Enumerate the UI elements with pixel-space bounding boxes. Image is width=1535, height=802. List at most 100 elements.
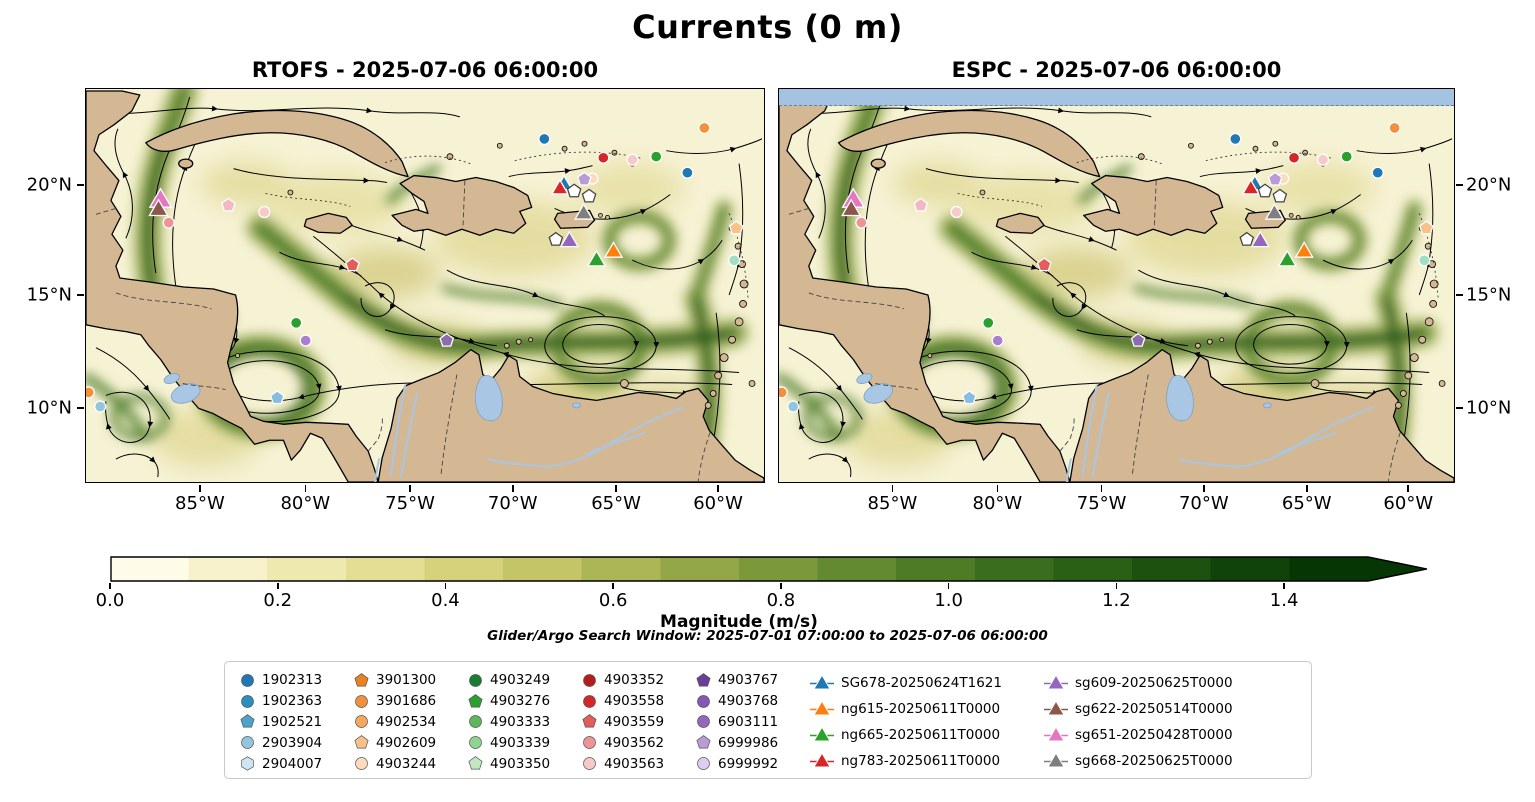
legend-entry: 4903244 — [353, 753, 467, 774]
x-tick-mark — [1203, 484, 1205, 492]
rtofs-panel-title: RTOFS - 2025-07-06 06:00:00 — [251, 58, 599, 82]
y-tick-label: 10°N — [1466, 397, 1512, 419]
legend-entry: 4903768 — [695, 691, 809, 712]
map-marker-triangle — [841, 198, 862, 217]
x-tick-mark — [199, 484, 201, 492]
legend-entry-label: 4903563 — [604, 755, 665, 772]
x-tick-mark — [304, 484, 307, 492]
map-marker-circle — [779, 386, 788, 399]
x-tick-label: 70°W — [487, 493, 538, 514]
figure-title: Currents (0 m) — [632, 8, 903, 46]
map-marker-pentagon — [548, 231, 564, 246]
legend-entry-label: 4903767 — [718, 672, 779, 689]
legend-entry: 4903352 — [581, 670, 695, 691]
legend-entry: 1902313 — [239, 670, 353, 691]
x-tick-mark — [996, 484, 999, 492]
map-marker-circle — [1229, 132, 1242, 146]
legend-column-glider: SG678-20250624T1621 ng615-20250611T0000 ng… — [809, 670, 1043, 774]
y-tick-label: 10°N — [26, 397, 72, 419]
colorbar-tick-mark — [276, 583, 279, 589]
legend-entry-label: 1902521 — [262, 713, 323, 730]
legend-entry: 4903333 — [467, 712, 581, 733]
legend-column-argo: 4903249 4903276 4903333 4903339 4903350 — [467, 670, 581, 774]
map-marker-circle — [162, 216, 175, 229]
map-marker-pentagon — [1239, 231, 1255, 246]
legend-entry-label: 3901300 — [376, 672, 437, 689]
legend-entry-label: sg668-20250625T0000 — [1075, 753, 1233, 769]
map-marker-circle — [1287, 151, 1301, 164]
legend-entry: 6999986 — [695, 732, 809, 753]
legend-marker-pentagon-icon — [696, 672, 711, 687]
legend-entry-label: ng783-20250611T0000 — [841, 753, 1001, 769]
map-marker-pentagon — [728, 220, 744, 235]
legend-marker-pentagon-icon — [354, 672, 369, 687]
legend-entry-label: 4903768 — [718, 693, 779, 710]
legend-marker-triangle-icon — [810, 674, 834, 690]
map-marker-triangle — [1250, 230, 1270, 248]
map-marker-circle — [94, 400, 107, 413]
map-marker-circle — [728, 254, 741, 267]
x-tick-mark — [511, 484, 514, 492]
legend-column-argo: 4903352 4903558 4903559 4903562 4903563 — [581, 670, 695, 774]
legend-entry-label: 4902609 — [376, 734, 437, 751]
y-tick-mark — [77, 407, 84, 409]
colorbar-tick-label: 0.6 — [598, 590, 628, 611]
legend-entry: 4902609 — [353, 732, 467, 753]
legend-column-argo: 4903767 4903768 6903111 6999986 6999992 — [695, 670, 809, 774]
legend-entry: SG678-20250624T1621 — [809, 670, 1043, 696]
map-marker-circle — [950, 205, 963, 219]
map-marker-circle — [991, 334, 1004, 347]
legend-marker-pentagon-icon — [696, 735, 711, 749]
colorbar-tick-mark — [612, 583, 614, 589]
legend-entry: sg622-20250514T0000 — [1043, 696, 1277, 722]
colorbar-tick-label: 1.0 — [934, 590, 963, 611]
map-marker-circle — [258, 205, 271, 219]
legend-marker-circle-icon — [583, 757, 596, 770]
legend-entry: 4903563 — [581, 753, 695, 774]
search-window-label: Glider/Argo Search Window: 2025-07-01 07… — [487, 628, 1048, 644]
map-marker-pentagon — [913, 197, 929, 212]
map-marker-circle — [1371, 166, 1384, 179]
x-tick-label: 65°W — [1281, 493, 1332, 514]
legend-marker-circle-icon — [355, 694, 368, 708]
legend-entry: 4903767 — [695, 670, 809, 691]
colorbar-bar — [110, 556, 1428, 582]
legend-entry: ng783-20250611T0000 — [809, 748, 1043, 774]
legend-entry-label: 6999992 — [718, 755, 779, 772]
colorbar-tick-label: 0.0 — [95, 590, 125, 611]
legend-entry-label: 4903249 — [490, 672, 551, 689]
legend-entry-label: 4903276 — [490, 693, 551, 710]
legend-marker-hexagon-icon — [241, 756, 254, 771]
legend-marker-circle-icon — [355, 757, 368, 770]
legend-entry: 6903111 — [695, 712, 809, 733]
legend-entry: 3901300 — [353, 670, 467, 691]
legend-entry: sg609-20250625T0000 — [1043, 670, 1277, 696]
legend-entry: 1902363 — [239, 691, 353, 712]
map-marker-triangle — [603, 241, 624, 258]
map-marker-circle — [1340, 150, 1353, 163]
legend-column-argo: 3901300 3901686 4902534 4902609 4903244 — [353, 670, 467, 774]
legend-marker-pentagon-icon — [582, 714, 597, 728]
legend-entry-label: 2903904 — [262, 734, 323, 751]
colorbar-tick-label: 0.8 — [766, 590, 796, 611]
colorbar-tick-label: 0.2 — [263, 590, 293, 611]
map-marker-circle — [299, 334, 312, 347]
colorbar-tick-mark — [109, 583, 111, 589]
legend-entry-label: sg609-20250625T0000 — [1075, 675, 1233, 691]
x-tick-label: 75°W — [385, 493, 435, 514]
x-tick-mark — [717, 484, 719, 492]
legend-entry: 4903249 — [467, 670, 581, 691]
map-marker-circle — [1316, 153, 1330, 166]
map-marker-pentagon — [576, 171, 592, 186]
colorbar-tick-label: 1.2 — [1102, 590, 1131, 611]
legend-entry-label: 4903339 — [490, 734, 551, 751]
map-marker-circle — [597, 151, 610, 164]
map-marker-pentagon — [566, 183, 582, 198]
legend-entry: 4903558 — [581, 691, 695, 712]
legend-marker-pentagon-icon — [468, 693, 483, 708]
legend-entry: ng665-20250611T0000 — [809, 722, 1043, 748]
legend-entry-label: sg651-20250428T0000 — [1075, 727, 1233, 743]
legend-entry: 2904007 — [239, 753, 353, 774]
colorbar — [110, 556, 1428, 582]
